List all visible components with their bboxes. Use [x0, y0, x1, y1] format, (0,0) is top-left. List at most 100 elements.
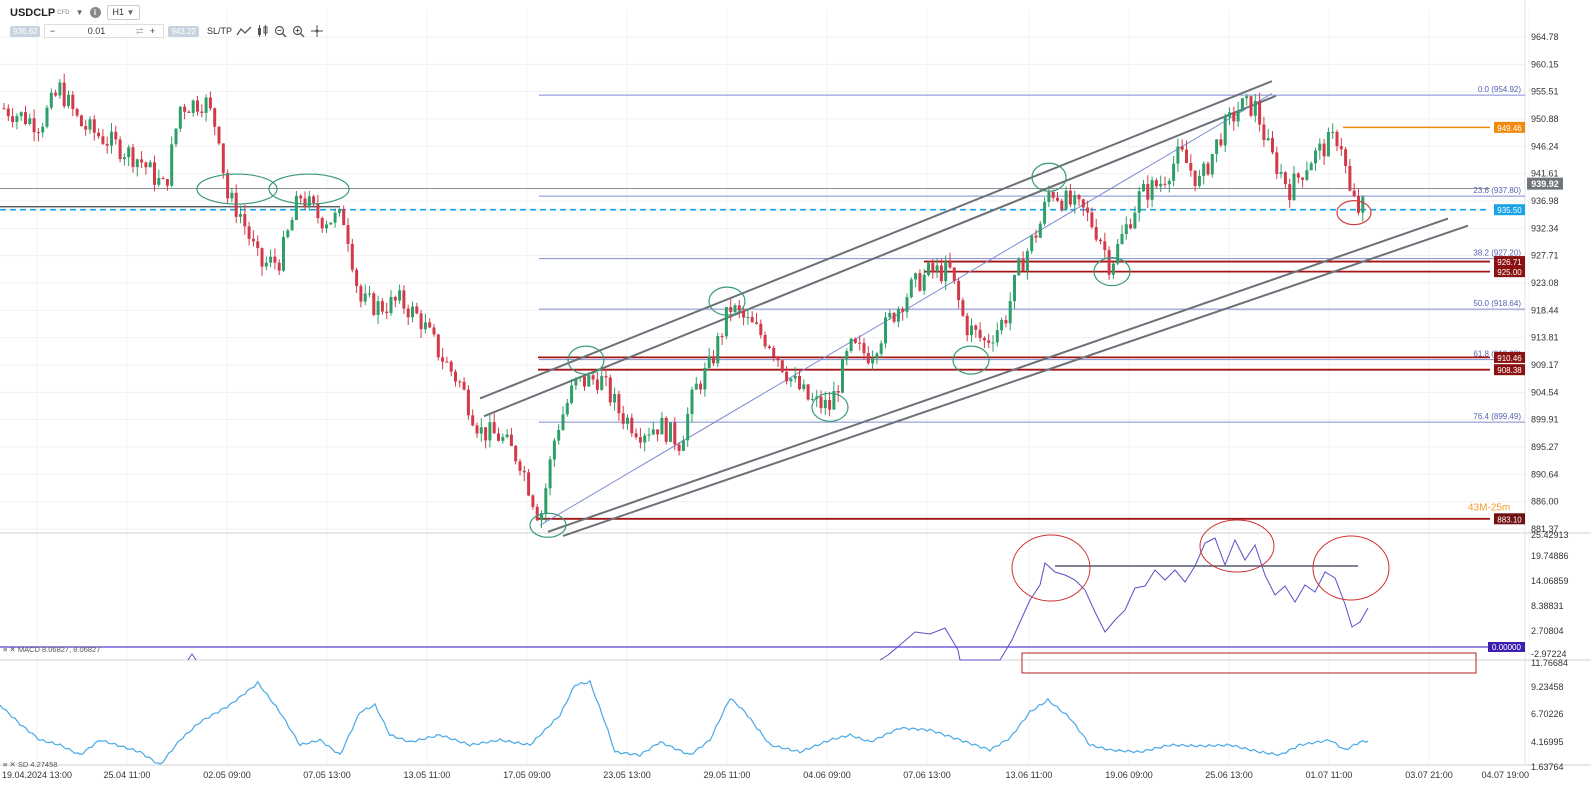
- channel-line[interactable]: [547, 217, 1449, 533]
- zoom-in-icon[interactable]: [292, 25, 306, 37]
- time-axis-label[interactable]: 25.04 11:00: [104, 770, 151, 780]
- decrease-button[interactable]: −: [49, 26, 56, 36]
- sltp-button[interactable]: SL/TP: [206, 26, 232, 36]
- candle-body: [681, 440, 685, 451]
- time-axis-label[interactable]: 17.05 09:00: [503, 770, 551, 780]
- price-axis-label[interactable]: 950.88: [1531, 114, 1559, 124]
- info-icon[interactable]: i: [89, 7, 101, 18]
- horizontal-levels[interactable]: [0, 126, 1490, 520]
- price-axis-label[interactable]: 918.44: [1531, 305, 1559, 315]
- candle-body: [299, 195, 303, 199]
- candle-body: [1150, 180, 1154, 200]
- candle-body: [2, 108, 6, 110]
- price-axis-label[interactable]: 904.54: [1531, 387, 1559, 397]
- zoom-out-icon[interactable]: [274, 25, 288, 37]
- oscillator-axis-label[interactable]: 19.74886: [1531, 551, 1569, 561]
- candle-body: [514, 445, 518, 462]
- price-axis-label[interactable]: 909.17: [1531, 360, 1559, 370]
- time-axis-label[interactable]: 19.04.2024 13:00: [2, 770, 72, 780]
- sd-axis-label[interactable]: 9.23458: [1531, 682, 1564, 692]
- sd-axis-label[interactable]: 11.76684: [1531, 658, 1568, 668]
- sell-price-button[interactable]: 936.62: [10, 25, 41, 37]
- price-axis-label[interactable]: 964.78: [1531, 32, 1559, 42]
- price-axis-label[interactable]: 923.08: [1531, 278, 1559, 288]
- annotation-ellipse[interactable]: [196, 173, 278, 205]
- candle-body: [191, 100, 195, 113]
- annotation-ellipse[interactable]: [268, 173, 350, 205]
- price-axis-label[interactable]: 899.91: [1531, 415, 1559, 425]
- symbol-suffix: CFD: [57, 9, 70, 16]
- channel-line[interactable]: [562, 224, 1469, 537]
- price-axis-label[interactable]: 895.27: [1531, 442, 1559, 452]
- time-axis-label[interactable]: 01.07 11:00: [1306, 770, 1353, 780]
- annotation-ellipse[interactable]: [1093, 257, 1131, 287]
- annotation-ellipse[interactable]: [567, 345, 605, 375]
- time-axis-label[interactable]: 07.06 13:00: [903, 770, 951, 780]
- fibonacci-levels[interactable]: 0.0 (954.92) 23.6 (937.80) 38.2 (927.20) 50…: [539, 85, 1525, 423]
- oscillator-axis-label[interactable]: 14.06859: [1531, 576, 1569, 586]
- price-axis-label[interactable]: 936.98: [1531, 196, 1559, 206]
- candle-body: [312, 196, 316, 204]
- price-axis-label[interactable]: 955.51: [1531, 87, 1559, 97]
- annotation-ellipse[interactable]: [952, 345, 990, 375]
- dashed-price-tag: 935.50: [1497, 206, 1522, 215]
- annotation-ellipse[interactable]: [1031, 162, 1067, 192]
- swap-icon[interactable]: ⇄: [135, 25, 144, 36]
- price-axis-label[interactable]: 960.15: [1531, 59, 1559, 69]
- candle-body: [170, 144, 174, 186]
- time-axis-label[interactable]: 07.05 13:00: [303, 770, 351, 780]
- time-axis-label[interactable]: 19.06 09:00: [1105, 770, 1153, 780]
- time-axis-label[interactable]: 13.05 11:00: [404, 770, 451, 780]
- time-axis-label[interactable]: 29.05 11:00: [704, 770, 751, 780]
- annotation-ellipse[interactable]: [529, 512, 567, 538]
- sd-axis-label[interactable]: 4.16995: [1531, 737, 1564, 747]
- time-axis-label[interactable]: 23.05 13:00: [603, 770, 651, 780]
- time-axis-label[interactable]: 04.07 19:00: [1481, 770, 1529, 780]
- increase-button[interactable]: +: [149, 26, 156, 36]
- price-axis-label[interactable]: 913.81: [1531, 333, 1559, 343]
- oscillator-axis-label[interactable]: 2.70804: [1531, 626, 1564, 636]
- annotation-ellipse[interactable]: [708, 286, 746, 316]
- time-axis-label[interactable]: 25.06 13:00: [1205, 770, 1253, 780]
- oscillator-axis-label[interactable]: 8.38831: [1531, 601, 1564, 611]
- channel-line[interactable]: [479, 80, 1273, 400]
- candle-chart-icon[interactable]: [256, 25, 270, 37]
- crosshair-icon[interactable]: [310, 25, 324, 37]
- chevron-down-icon: ▼: [126, 8, 135, 17]
- candle-body: [643, 435, 647, 443]
- price-axis-label[interactable]: 946.24: [1531, 141, 1559, 151]
- annotation-ellipses[interactable]: [196, 162, 1372, 538]
- timeframe-select[interactable]: H1 ▼: [106, 5, 141, 20]
- time-axis-label[interactable]: 02.05 09:00: [203, 770, 251, 780]
- price-axis-label[interactable]: 932.34: [1531, 223, 1559, 233]
- quantity-stepper[interactable]: − 0.01 ⇄ +: [44, 24, 165, 38]
- candle-body: [135, 159, 139, 168]
- time-axis-label[interactable]: 03.07 21:00: [1405, 770, 1453, 780]
- time-axis-label[interactable]: 13.06 11:00: [1006, 770, 1053, 780]
- annotation-ellipse[interactable]: [1336, 200, 1372, 226]
- oscillator-axis-label[interactable]: 25.42913: [1531, 530, 1569, 540]
- quantity-input[interactable]: 0.01: [87, 26, 106, 36]
- symbol-dropdown-icon[interactable]: ▼: [75, 8, 84, 17]
- price-axis-label[interactable]: 941.61: [1531, 169, 1559, 179]
- line-chart-icon[interactable]: [236, 25, 252, 37]
- sd-axis-label[interactable]: 1.63764: [1531, 762, 1564, 772]
- sd-axis-label[interactable]: 6.70226: [1531, 709, 1564, 719]
- annotation-ellipse[interactable]: [811, 392, 849, 422]
- trend-channel[interactable]: [479, 80, 1469, 537]
- price-axis-label[interactable]: 927.71: [1531, 251, 1559, 261]
- candle-body: [1357, 195, 1360, 213]
- channel-line[interactable]: [483, 94, 1277, 418]
- oscillator-axis-label[interactable]: -2.97224: [1531, 649, 1567, 659]
- buy-price-button[interactable]: 943.22: [168, 25, 199, 37]
- price-axis-label[interactable]: 886.00: [1531, 497, 1559, 507]
- price-axis-label[interactable]: 881.37: [1531, 524, 1559, 534]
- price-axis[interactable]: 964.78 960.15 955.51 950.88 946.24 941.61 936.…: [1531, 32, 1569, 772]
- time-axis[interactable]: 19.04.2024 13:00 25.04 11:00 02.05 09:00 07…: [2, 770, 1529, 780]
- price-axis-label[interactable]: 890.64: [1531, 469, 1559, 479]
- time-axis-label[interactable]: 04.06 09:00: [803, 770, 851, 780]
- symbol-name[interactable]: USDCLP: [10, 6, 56, 19]
